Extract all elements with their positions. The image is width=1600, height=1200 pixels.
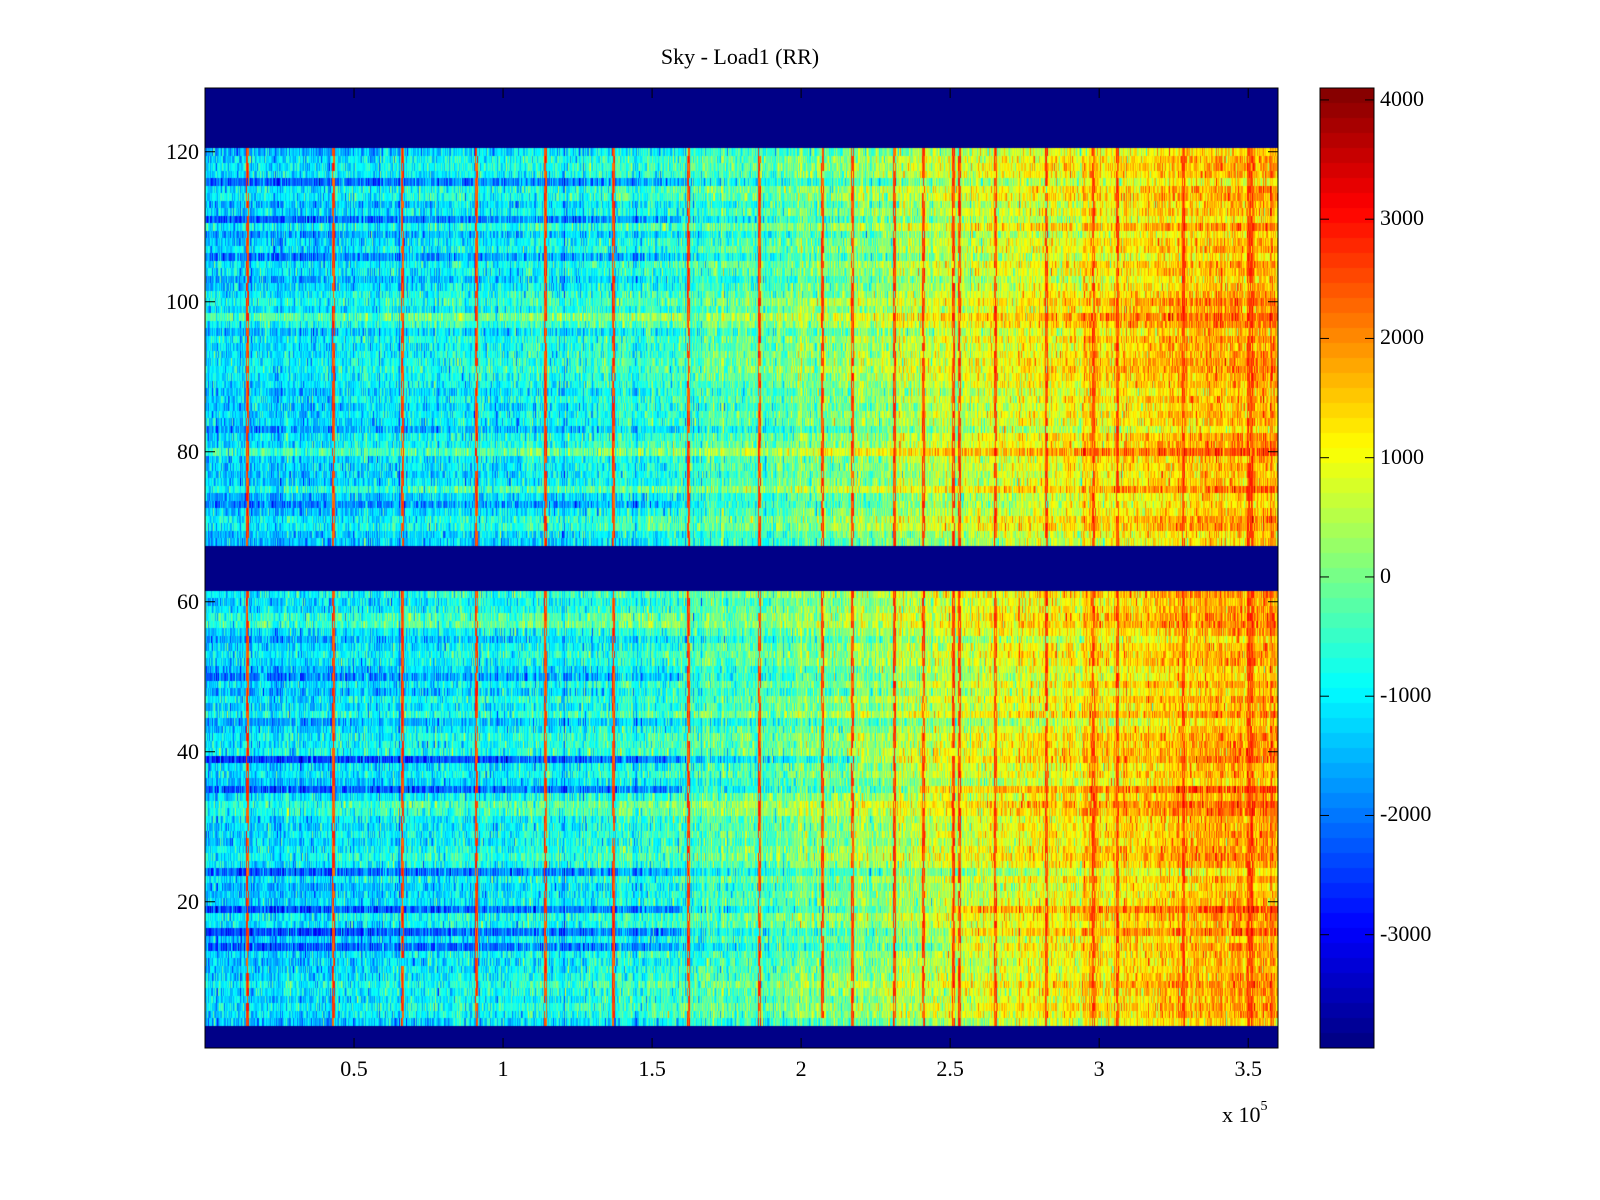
colorbar-tick-label: 4000 bbox=[1380, 85, 1424, 111]
colorbar-image bbox=[1320, 88, 1374, 1048]
axis-ticks bbox=[205, 88, 1278, 1048]
x-tick-label: 3.5 bbox=[1234, 1056, 1262, 1081]
y-tick-label: 80 bbox=[177, 438, 199, 464]
x-tick-label: 2.5 bbox=[936, 1056, 964, 1081]
x-multiplier-exponent: 5 bbox=[1260, 1098, 1268, 1114]
y-tick-label: 20 bbox=[177, 888, 199, 914]
colorbar-tick-label: -1000 bbox=[1380, 682, 1432, 708]
x-multiplier: x 105 bbox=[1222, 1098, 1268, 1128]
y-tick-label: 60 bbox=[177, 588, 199, 614]
x-tick-label: 1 bbox=[497, 1056, 509, 1081]
y-tick-label: 100 bbox=[166, 288, 199, 314]
x-multiplier-base: x 10 bbox=[1222, 1102, 1261, 1127]
y-tick-label: 120 bbox=[166, 138, 199, 164]
x-tick-label: 2 bbox=[795, 1056, 807, 1081]
x-tick-label: 3 bbox=[1093, 1056, 1105, 1081]
colorbar-ticks bbox=[1320, 99, 1374, 936]
chart-title: Sky - Load1 (RR) bbox=[660, 44, 820, 69]
plot-frame bbox=[204, 87, 1279, 1049]
colorbar-frame bbox=[1319, 87, 1375, 1049]
x-tick-label: 1.5 bbox=[638, 1056, 666, 1081]
colorbar-tick-label: 1000 bbox=[1380, 443, 1424, 469]
colorbar-tick-label: -2000 bbox=[1380, 801, 1432, 827]
colorbar-tick-label: -3000 bbox=[1380, 920, 1432, 946]
colorbar-tick-label: 3000 bbox=[1380, 205, 1424, 231]
colorbar-tick-label: 0 bbox=[1380, 562, 1391, 588]
heatmap-image bbox=[205, 88, 1278, 1048]
colorbar-tick-label: 2000 bbox=[1380, 324, 1424, 350]
y-tick-label: 40 bbox=[177, 738, 199, 764]
x-tick-label: 0.5 bbox=[340, 1056, 368, 1081]
